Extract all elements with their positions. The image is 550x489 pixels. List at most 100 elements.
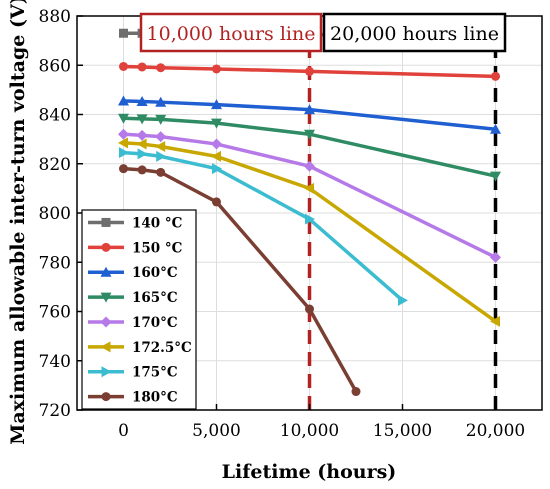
legend-swatch-marker <box>100 292 112 303</box>
data-point <box>155 96 167 107</box>
legend-swatch-marker <box>100 341 111 353</box>
data-point <box>304 104 315 115</box>
data-point <box>304 182 314 194</box>
legend-swatch-marker <box>100 266 112 277</box>
data-point <box>156 150 167 162</box>
annotation-box <box>139 12 323 53</box>
data-point <box>136 95 148 106</box>
y-tick-label: 740 <box>39 352 71 372</box>
y-tick-label: 860 <box>39 56 71 76</box>
legend-label: 160°C <box>132 265 178 281</box>
legend-swatch-marker <box>101 242 111 252</box>
data-point <box>211 118 222 129</box>
data-point <box>212 64 221 74</box>
annotation-label: 20,000 hours line <box>330 23 499 45</box>
data-point <box>136 114 148 125</box>
x-tick-label: 15,000 <box>373 421 432 441</box>
legend-swatch-marker <box>100 316 112 328</box>
series-8 <box>119 164 361 397</box>
x-tick-label: 20,000 <box>466 421 525 441</box>
data-point <box>137 148 148 160</box>
data-point <box>155 131 167 143</box>
data-point <box>211 138 222 150</box>
y-tick-label: 760 <box>39 303 71 323</box>
legend-item-1: 140 °C <box>88 215 183 231</box>
annotation-2: 20,000 hours line <box>322 12 507 53</box>
legend: 140 °C 150 °C 160°C 165°C 170°C 172.5°C 175°C 1… <box>81 209 197 410</box>
data-point <box>137 62 147 72</box>
legend-swatch-marker <box>101 392 111 402</box>
series-line <box>123 99 496 132</box>
data-point <box>118 128 129 140</box>
series-5 <box>118 128 501 263</box>
legend-item-4: 165°C <box>88 290 178 306</box>
y-tick-label: 880 <box>39 7 71 27</box>
y-tick-label: 720 <box>39 401 71 421</box>
data-point <box>351 387 361 397</box>
data-point <box>304 160 315 172</box>
annotations: 10,000 hours line 20,000 hours line <box>139 12 507 53</box>
data-point <box>118 113 129 124</box>
data-point <box>305 66 314 76</box>
reference-lines <box>307 44 498 410</box>
legend-item-2: 150 °C <box>88 240 183 256</box>
data-point <box>212 163 222 175</box>
legend-label: 165°C <box>132 290 178 306</box>
data-point <box>137 165 147 175</box>
data-point <box>490 123 501 134</box>
annotation-1: 10,000 hours line <box>139 12 323 53</box>
series-line <box>123 116 496 178</box>
annotation-label: 10,000 hours line <box>147 23 316 45</box>
legend-item-7: 175°C <box>88 365 178 381</box>
legend-item-3: 160°C <box>88 265 178 281</box>
data-point <box>491 71 500 81</box>
series-2 <box>119 61 500 81</box>
y-axis-title: Maximum allowable inter-turn voltage (V) <box>7 0 29 445</box>
legend-swatch-marker <box>101 217 111 227</box>
data-point <box>136 138 147 150</box>
annotation-box <box>322 12 507 53</box>
x-tick-label: 0 <box>118 421 129 441</box>
data-point <box>155 141 166 153</box>
data-point <box>155 114 167 125</box>
data-point <box>118 95 129 106</box>
legend-label: 172.5°C <box>132 340 192 356</box>
data-point <box>211 99 222 110</box>
data-point <box>156 167 166 177</box>
y-tick-label: 840 <box>39 106 71 126</box>
data-point <box>119 164 128 174</box>
data-point <box>136 129 148 141</box>
legend-label: 175°C <box>132 365 178 381</box>
data-point <box>212 197 221 207</box>
legend-item-8: 180°C <box>88 390 178 406</box>
legend-box <box>81 209 197 410</box>
y-tick-label: 820 <box>39 155 71 175</box>
data-point <box>305 304 314 314</box>
data-point <box>305 213 315 225</box>
legend-label: 180°C <box>132 390 178 406</box>
series-7 <box>119 147 408 306</box>
legend-label: 140 °C <box>132 215 183 231</box>
series-3 <box>118 95 501 134</box>
legend-label: 170°C <box>132 315 178 331</box>
x-axis-title: Lifetime (hours) <box>222 461 397 483</box>
data-point <box>119 61 128 71</box>
data-point <box>119 147 129 159</box>
legend-swatch-marker <box>101 366 112 378</box>
series-4 <box>118 113 501 182</box>
series-6 <box>118 137 500 327</box>
legend-label: 150 °C <box>132 240 183 256</box>
data-point <box>118 137 128 149</box>
legend-item-5: 170°C <box>88 315 178 331</box>
y-tick-label: 780 <box>39 253 71 273</box>
x-tick-label: 10,000 <box>280 421 339 441</box>
data-point <box>490 315 500 327</box>
data-point <box>119 28 128 38</box>
data-point <box>304 129 315 140</box>
legend-item-6: 172.5°C <box>88 340 192 356</box>
x-tick-label: 5,000 <box>192 421 241 441</box>
data-point <box>398 294 408 306</box>
data-point <box>490 171 501 182</box>
data-point <box>211 150 221 162</box>
